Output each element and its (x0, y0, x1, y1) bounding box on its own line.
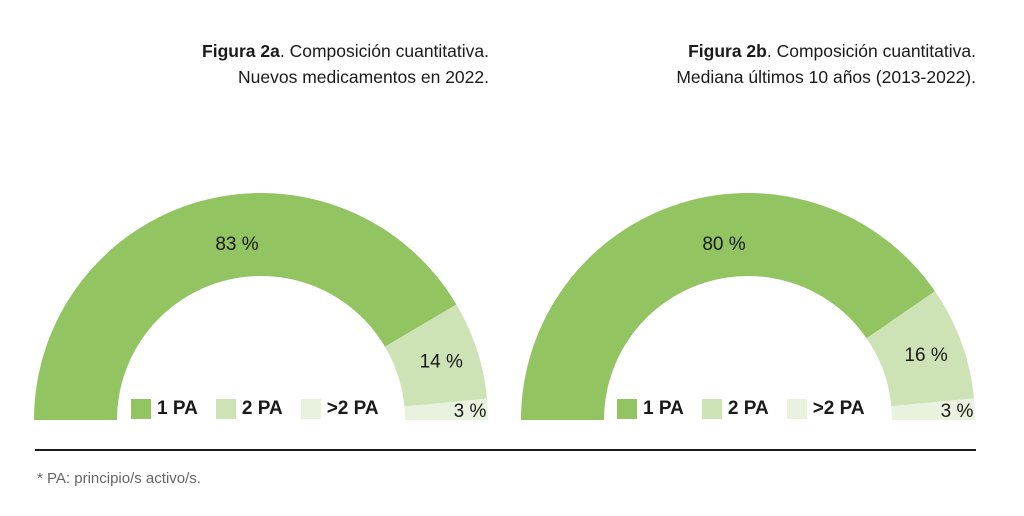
legend-item-2pa: 2 PA (701, 398, 769, 420)
figure-2a-subtitle: Nuevos medicamentos en 2022. (238, 67, 489, 87)
divider-rule (35, 449, 976, 451)
legend-2a: 1 PA 2 PA >2 PA (131, 398, 397, 420)
legend-swatch-1pa (617, 399, 637, 419)
legend-swatch-more-pa (786, 399, 807, 419)
legend-swatch-2pa (701, 399, 722, 419)
legend-item-more-pa: >2 PA (300, 398, 379, 420)
figure-2a-title-text: . Composición cuantitativa. (279, 41, 489, 61)
slice-2pa (866, 291, 974, 407)
legend-item-1pa: 1 PA (617, 398, 684, 420)
data-label-2pa: 16 % (904, 345, 947, 366)
legend-label: 1 PA (643, 398, 684, 419)
figure-2a-label: Figura 2a (202, 41, 280, 61)
legend-2b: 1 PA 2 PA >2 PA (617, 398, 883, 420)
chart-2a: 83 % 14 % 3 % (34, 193, 488, 422)
figure-2b-title-text: . Composición cuantitativa. (766, 41, 976, 61)
legend-label: 1 PA (157, 398, 198, 419)
legend-label: >2 PA (812, 398, 865, 419)
legend-item-more-pa: >2 PA (786, 398, 865, 420)
slice-1pa (34, 193, 457, 420)
legend-label: 2 PA (727, 398, 769, 419)
legend-label: 2 PA (241, 398, 283, 419)
slice-more-pa (404, 398, 488, 420)
data-label-more-pa: 3 % (941, 401, 974, 422)
figure-2b-label: Figura 2b (688, 41, 767, 61)
legend-item-1pa: 1 PA (131, 398, 198, 420)
legend-item-2pa: 2 PA (215, 398, 283, 420)
slice-1pa (521, 192, 935, 420)
figure-2a-title: Figura 2a. Composición cuantitativa. Nue… (202, 38, 489, 90)
slice-more-pa (891, 398, 975, 420)
legend-swatch-more-pa (300, 399, 321, 419)
legend-swatch-2pa (215, 399, 236, 419)
figure-2b-title: Figura 2b. Composición cuantitativa. Med… (676, 38, 976, 90)
chart-2b: 80 % 16 % 3 % (521, 192, 975, 422)
slice-2pa (384, 304, 487, 407)
data-label-1pa: 83 % (215, 234, 258, 255)
figure-2b-subtitle: Mediana últimos 10 años (2013-2022). (676, 67, 976, 87)
legend-swatch-1pa (131, 399, 151, 419)
legend-label: >2 PA (326, 398, 379, 419)
data-label-2pa: 14 % (420, 351, 463, 372)
data-label-more-pa: 3 % (454, 401, 487, 422)
data-label-1pa: 80 % (702, 234, 745, 255)
footnote: * PA: principio/s activo/s. (37, 470, 201, 487)
